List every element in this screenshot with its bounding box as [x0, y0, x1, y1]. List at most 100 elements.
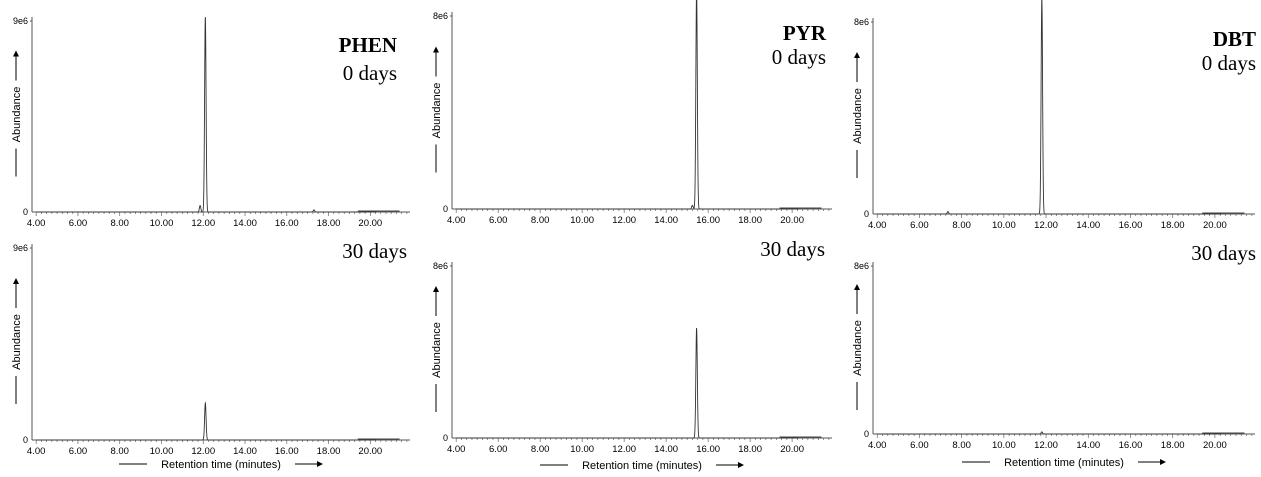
x-axis-title-arrowhead	[317, 461, 323, 467]
y-axis-title-group: Abundance	[11, 50, 23, 177]
x-tick-label: 16.00	[1119, 440, 1143, 451]
x-axis-title: Retention time (minutes)	[161, 459, 281, 471]
x-tick-label: 14.00	[1076, 220, 1100, 231]
y-axis-title-group: Abundance	[11, 278, 23, 404]
x-tick-label: 18.00	[738, 444, 762, 455]
y-tick-label-zero: 0	[23, 435, 28, 445]
x-axis-title: Retention time (minutes)	[1004, 457, 1124, 469]
sample-label: 0 days	[343, 61, 397, 85]
chromatogram-panel-2: 8e6 04.00 6.00 8.00 10.00 12.00 14.00 16.00 18.0…	[431, 0, 832, 226]
compound-label: PHEN	[339, 33, 397, 57]
x-tick-label: 16.00	[275, 446, 299, 457]
x-tick-label: 6.00	[489, 444, 508, 455]
chromatogram-trace	[36, 401, 377, 441]
x-axis-title: Retention time (minutes)	[582, 460, 702, 472]
y-axis-title-group: Abundance	[431, 286, 443, 412]
x-tick-label: 12.00	[1034, 440, 1058, 451]
x-tick-label: 6.00	[910, 440, 929, 451]
x-tick-label: 14.00	[1076, 440, 1100, 451]
y-tick-label-zero: 0	[864, 429, 869, 439]
y-tick-label-zero: 0	[23, 207, 28, 217]
x-tick-label: 8.00	[952, 220, 971, 231]
x-tick-label: 18.00	[738, 215, 762, 226]
chromatogram-panel-5: 8e6 04.00 6.00 8.00 10.00 12.00 14.00 16.00 18.0…	[431, 237, 832, 455]
x-tick-label: 12.00	[191, 218, 215, 229]
x-tick-label: 4.00	[868, 440, 887, 451]
x-tick-label: 12.00	[191, 446, 215, 457]
x-tick-label: 20.00	[358, 446, 382, 457]
sample-label: 30 days	[760, 237, 825, 261]
x-tick-label: 4.00	[447, 215, 466, 226]
x-tick-label: 12.00	[612, 444, 636, 455]
x-tick-label: 10.00	[992, 220, 1016, 231]
x-tick-label: 8.00	[110, 218, 129, 229]
sample-label: 0 days	[772, 45, 826, 69]
chromatogram-panel-3: 8e6 04.00 6.00 8.00 10.00 12.00 14.00 16.00 18.0…	[852, 0, 1256, 231]
x-tick-label: 8.00	[531, 444, 550, 455]
y-axis-title-group: Abundance	[431, 46, 443, 173]
chromatogram-trace	[456, 327, 799, 439]
y-tick-label-top: 9e6	[13, 243, 28, 253]
x-tick-label: 20.00	[1203, 440, 1227, 451]
x-tick-label: 10.00	[570, 444, 594, 455]
x-tick-label: 16.00	[696, 215, 720, 226]
chromatogram-panel-4: 9e6 04.00 6.00 8.00 10.00 12.00 14.00 16.00 18.0…	[11, 239, 410, 457]
y-axis-title-group: Abundance	[852, 284, 864, 410]
y-tick-label-zero: 0	[864, 209, 869, 219]
x-tick-label: 18.00	[317, 218, 341, 229]
y-tick-label-top: 8e6	[854, 17, 869, 27]
compound-label: DBT	[1213, 27, 1256, 51]
x-tick-label: 14.00	[233, 218, 257, 229]
y-axis-title: Abundance	[11, 87, 23, 143]
y-tick-label-zero: 0	[443, 204, 448, 214]
sample-label: 0 days	[1202, 51, 1256, 75]
x-tick-label: 18.00	[317, 446, 341, 457]
x-tick-label: 10.00	[150, 218, 174, 229]
y-axis-title: Abundance	[11, 314, 23, 370]
x-tick-label: 16.00	[696, 444, 720, 455]
x-tick-label: 6.00	[910, 220, 929, 231]
y-tick-label-top: 8e6	[854, 261, 869, 271]
x-tick-label: 14.00	[654, 444, 678, 455]
x-tick-label: 10.00	[992, 440, 1016, 451]
x-tick-label: 12.00	[612, 215, 636, 226]
x-tick-label: 14.00	[233, 446, 257, 457]
x-tick-label: 10.00	[150, 446, 174, 457]
chromatogram-trace	[36, 16, 377, 213]
x-axis-title-arrowhead	[738, 462, 744, 468]
y-tick-label-top: 9e6	[13, 16, 28, 26]
y-axis-title-group: Abundance	[852, 52, 864, 178]
y-axis-title-arrowhead	[854, 52, 860, 58]
sample-label: 30 days	[342, 239, 407, 263]
y-axis-title-arrowhead	[13, 278, 19, 284]
y-axis-title-arrowhead	[854, 284, 860, 290]
x-tick-label: 4.00	[868, 220, 887, 231]
chromatogram-trace	[877, 0, 1222, 215]
x-tick-label: 20.00	[1203, 220, 1227, 231]
y-axis-title: Abundance	[431, 83, 443, 139]
x-tick-label: 18.00	[1161, 440, 1185, 451]
x-tick-label: 12.00	[1034, 220, 1058, 231]
x-axis-title-group: Retention time (minutes)	[119, 459, 323, 471]
sample-label: 30 days	[1191, 241, 1256, 265]
x-tick-label: 20.00	[780, 444, 804, 455]
x-tick-label: 6.00	[69, 218, 88, 229]
x-axis-title-arrowhead	[1160, 459, 1166, 465]
chromatogram-panel-6: 8e6 04.00 6.00 8.00 10.00 12.00 14.00 16.00 18.0…	[852, 241, 1256, 451]
x-tick-label: 18.00	[1161, 220, 1185, 231]
chromatogram-trace	[456, 0, 799, 210]
x-tick-label: 6.00	[69, 446, 88, 457]
x-axis-title-group: Retention time (minutes)	[962, 457, 1166, 469]
compound-label: PYR	[783, 21, 827, 45]
y-axis-title: Abundance	[431, 322, 443, 378]
x-axis-title-group: Retention time (minutes)	[540, 460, 744, 472]
y-tick-label-zero: 0	[443, 433, 448, 443]
x-tick-label: 4.00	[27, 446, 46, 457]
x-tick-label: 6.00	[489, 215, 508, 226]
y-tick-label-top: 8e6	[433, 261, 448, 271]
y-axis-title-arrowhead	[13, 50, 19, 57]
x-tick-label: 4.00	[447, 444, 466, 455]
chromatogram-trace	[877, 431, 1222, 435]
x-tick-label: 16.00	[275, 218, 299, 229]
x-tick-label: 4.00	[27, 218, 46, 229]
